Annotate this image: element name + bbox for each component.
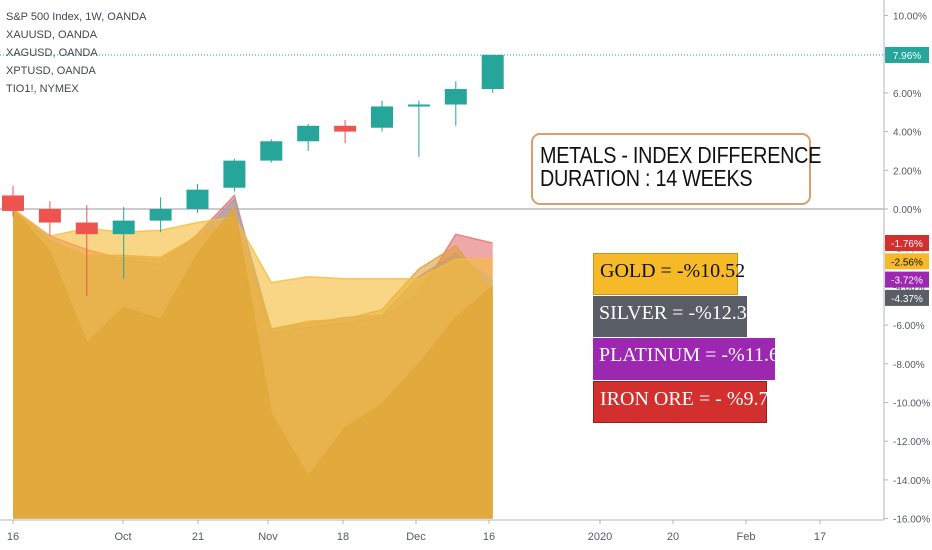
- candle-body: [186, 189, 209, 209]
- price-label-bg: [885, 289, 929, 306]
- y-tick-label: -16.00%: [893, 515, 930, 526]
- series-legend: S&P 500 Index, 1W, OANDA XAUUSD, OANDA X…: [6, 8, 146, 98]
- y-tick-label: 2.00%: [893, 166, 921, 177]
- price-label-bg: [885, 46, 929, 63]
- price-label: -3.72%: [891, 276, 923, 287]
- x-tick-label: 16: [483, 531, 495, 543]
- duration-callout: METALS - INDEX DIFFERENCE DURATION : 14 …: [531, 133, 822, 205]
- y-tick-label: 4.00%: [893, 128, 921, 139]
- legend-xauusd[interactable]: XAUUSD, OANDA: [6, 29, 98, 41]
- y-tick-label: 0.00%: [893, 205, 921, 216]
- price-label: -2.56%: [891, 257, 923, 268]
- candle-body: [444, 89, 467, 105]
- x-tick-label: Feb: [737, 531, 756, 543]
- candle-body: [112, 220, 135, 235]
- candle-body: [75, 222, 98, 235]
- legend-tio1[interactable]: TIO1!, NYMEX: [6, 83, 79, 95]
- x-tick-label: 18: [337, 531, 349, 543]
- legend-xagusd[interactable]: XAGUSD, OANDA: [6, 47, 98, 59]
- candle-body: [2, 195, 24, 211]
- x-tick-label: Oct: [114, 531, 131, 543]
- iron-ore-label: IRON ORE = - %9.72: [593, 381, 779, 423]
- legend-xptusd[interactable]: XPTUSD, OANDA: [6, 65, 96, 77]
- y-tick-label: -10.00%: [893, 399, 930, 410]
- x-tick-label: 20: [667, 531, 679, 543]
- legend-sp500[interactable]: S&P 500 Index, 1W, OANDA: [6, 11, 147, 23]
- series-area-4: [13, 207, 493, 519]
- y-tick-label: -14.00%: [893, 476, 930, 487]
- candle-body: [334, 125, 357, 132]
- candle-body: [371, 106, 393, 128]
- series-line-4: [12, 205, 494, 478]
- x-tick-label: Dec: [406, 531, 426, 543]
- candle-body: [223, 160, 246, 188]
- y-tick-label: -8.00%: [893, 360, 925, 371]
- candle-body: [38, 209, 61, 223]
- x-tick-label: Nov: [258, 531, 278, 543]
- x-tick-label: 17: [814, 531, 826, 543]
- y-tick-label: -12.00%: [893, 437, 930, 448]
- price-label-bg: [885, 253, 929, 270]
- silver-label: SILVER = -%12.33: [593, 296, 757, 337]
- x-tick-label: 21: [192, 531, 204, 543]
- callout-title: METALS - INDEX DIFFERENCE: [540, 142, 822, 168]
- price-label: 7.96%: [893, 51, 921, 62]
- y-tick-label: 6.00%: [893, 89, 921, 100]
- price-label: -1.76%: [891, 239, 923, 250]
- x-tick-label: 2020: [588, 531, 612, 543]
- candle-body: [407, 104, 430, 107]
- y-tick-label: -6.00%: [893, 321, 925, 332]
- platinum-label: PLATINUM = -%11.68: [593, 338, 789, 380]
- candle-body: [149, 209, 172, 221]
- callout-duration: DURATION : 14 WEEKS: [540, 165, 753, 191]
- candle-body: [481, 54, 504, 90]
- candle-body: [297, 125, 320, 142]
- gold-label: GOLD = -%10.52: [593, 253, 745, 295]
- x-tick-label: 16: [7, 531, 19, 543]
- y-tick-label: 10.00%: [893, 12, 927, 23]
- candle-body: [260, 141, 283, 161]
- price-label: -4.37%: [891, 294, 923, 305]
- price-label-bg: [885, 235, 929, 251]
- price-label-bg: [885, 271, 929, 288]
- y-tick-label: -4.00%: [893, 282, 925, 293]
